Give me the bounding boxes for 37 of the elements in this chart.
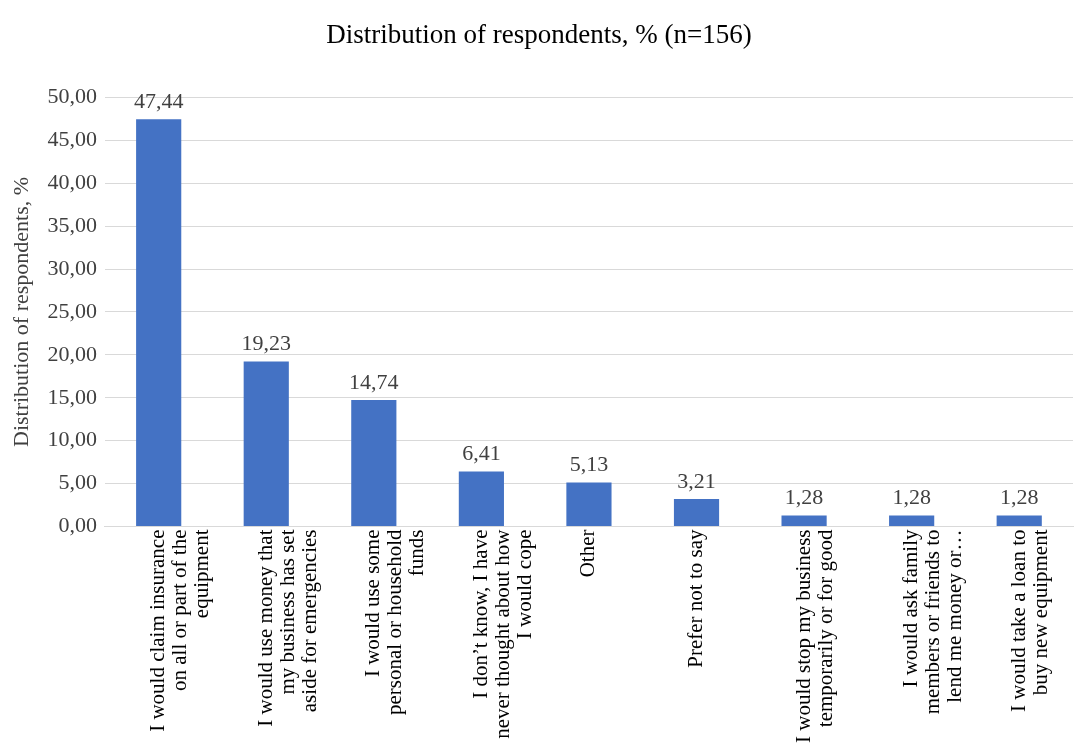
bar [889,515,935,526]
x-tick-label: I would claim insurance on all or part of the equipment [145,529,214,732]
x-tick-label: Other [575,529,600,578]
y-tick-label: 10,00 [47,426,97,452]
data-label: 5,13 [569,451,609,477]
y-tick-label: 50,00 [47,83,97,109]
x-tick-label: Prefer not to say [683,529,708,668]
y-tick-label: 40,00 [47,169,97,194]
y-axis-title: Distribution of respondents, % [7,176,33,447]
data-label: 1,28 [999,484,1039,510]
bar [673,498,720,526]
chart-title: Distribution of respondents, % (n=156) [326,19,752,50]
y-tick-label: 5,00 [58,469,97,495]
y-tick-label: 0,00 [58,512,97,538]
bar [243,361,289,526]
bar [781,515,827,526]
data-label: 1,28 [892,484,931,510]
bar [458,471,504,526]
bar [996,515,1042,526]
data-label: 6,41 [462,440,501,466]
bar [136,119,182,526]
x-tick-label: I would use some personal or household funds [360,529,429,715]
x-tick-label: I would stop my business temporarily or for good [790,529,837,744]
bar [566,482,612,526]
x-tick-label: I would ask family members or friends to lend me money or… [898,529,967,715]
data-label: 47,44 [133,88,184,114]
data-label: 1,28 [784,484,824,510]
y-tick-label: 45,00 [47,126,97,152]
y-tick-label: 30,00 [47,254,97,280]
y-tick-label: 35,00 [47,211,97,237]
data-label: 3,21 [677,467,716,493]
y-tick-label: 15,00 [47,383,97,409]
bar [351,400,397,526]
y-tick-label: 20,00 [47,340,97,366]
data-label: 14,74 [349,368,399,394]
y-tick-label: 25,00 [47,297,97,323]
data-label: 19,23 [241,330,291,356]
